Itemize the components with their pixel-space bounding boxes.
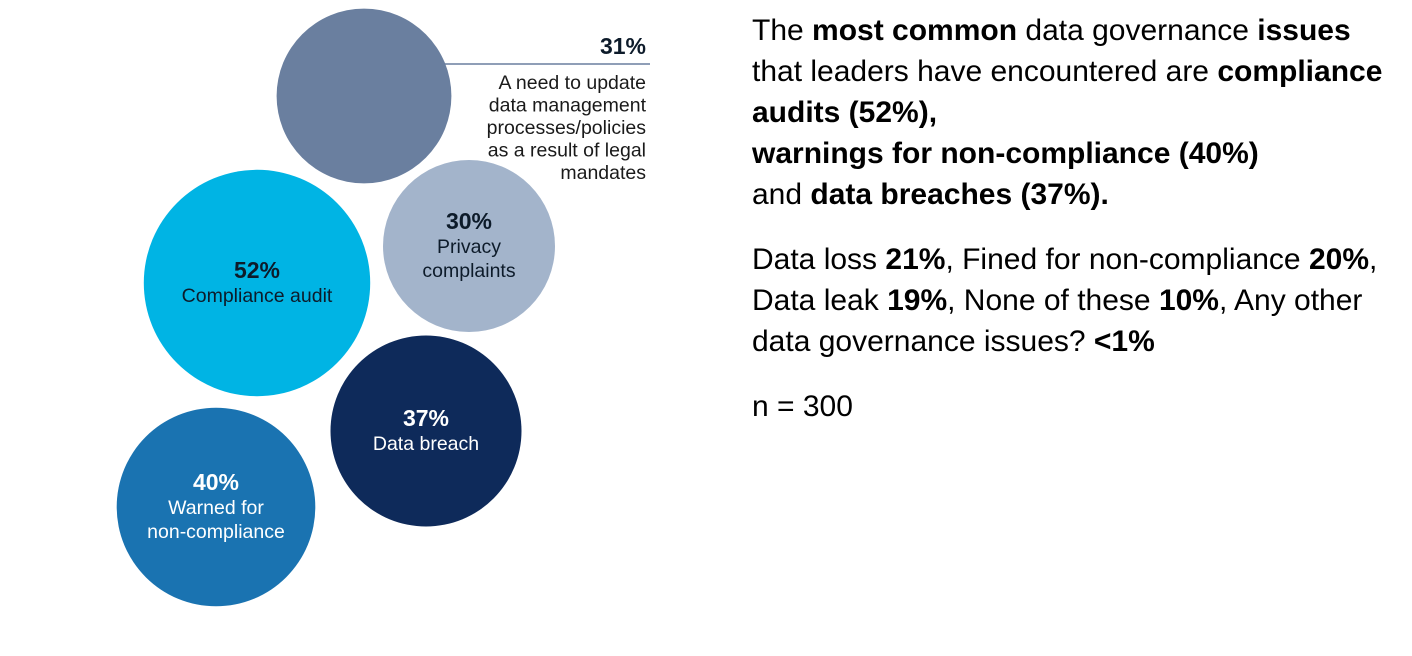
summary-text-run: data governance xyxy=(1017,14,1258,47)
summary-text-run: , None of these xyxy=(947,284,1159,317)
bubble-category-label: non-compliance xyxy=(147,521,285,543)
callout-category-label: data management xyxy=(489,95,647,117)
summary-paragraph-main: The most common data governance issues t… xyxy=(752,10,1392,215)
summary-bold-run: 10% xyxy=(1158,284,1219,317)
bubble-value-label: 30% xyxy=(446,208,492,234)
summary-text-run: that leaders have encountered are xyxy=(752,55,1218,88)
callout-category-label: as a result of legal xyxy=(488,140,646,162)
summary-text: The most common data governance issues t… xyxy=(752,10,1392,451)
callout-category-label: processes/policies xyxy=(487,117,647,139)
bubble-circle xyxy=(276,8,452,184)
bubble-circle xyxy=(116,407,316,607)
summary-text-run: , Data leak xyxy=(752,243,1378,317)
summary-text-run: The xyxy=(752,14,813,47)
summary-bold-run: issues xyxy=(1257,14,1351,47)
bubble-category-label: Data breach xyxy=(373,433,479,455)
summary-bold-run: 19% xyxy=(887,284,948,317)
bubble-chart: 52%Compliance audit30%Privacycomplaints3… xyxy=(116,8,650,607)
bubble-compliance-audit: 52%Compliance audit xyxy=(143,169,371,397)
summary-bold-run: warnings for non-compliance (40%) xyxy=(752,137,1259,170)
bubble-category-label: complaints xyxy=(422,260,515,282)
bubble-circle xyxy=(143,169,371,397)
summary-text-run: , Fined for non-compliance xyxy=(945,243,1309,276)
bubble-value-label: 37% xyxy=(403,405,449,431)
callout-category-label: A need to update xyxy=(499,72,646,94)
callout-category-label: mandates xyxy=(560,162,646,184)
bubble-category-label: Privacy xyxy=(437,236,501,258)
summary-paragraph-other: Data loss 21%, Fined for non-compliance … xyxy=(752,239,1392,362)
bubble-data-breach: 37%Data breach xyxy=(330,335,522,527)
summary-bold-run: 20% xyxy=(1308,243,1369,276)
summary-text-run: Data loss xyxy=(752,243,886,276)
summary-text-run: , Any other data governance issues? xyxy=(752,284,1363,358)
sample-size: n = 300 xyxy=(752,390,853,423)
callout-value-label: 31% xyxy=(600,33,646,59)
bubble-category-label: Compliance audit xyxy=(182,285,333,307)
bubble-a-need-to-update-data-management-process xyxy=(276,8,452,184)
summary-text-run: and xyxy=(752,178,811,211)
summary-bold-run: <1% xyxy=(1093,325,1155,358)
summary-bold-run: 21% xyxy=(885,243,946,276)
summary-bold-run: most common xyxy=(812,14,1018,47)
summary-bold-run: compliance audits (52%), xyxy=(752,55,1383,129)
bubble-value-label: 52% xyxy=(234,257,280,283)
bubbles-group: 52%Compliance audit30%Privacycomplaints3… xyxy=(116,8,555,607)
bubble-circle xyxy=(383,160,555,332)
bubble-circle xyxy=(330,335,522,527)
summary-bold-run: data breaches (37%). xyxy=(810,178,1109,211)
bubble-category-label: Warned for xyxy=(168,497,264,519)
bubble-value-label: 40% xyxy=(193,469,239,495)
